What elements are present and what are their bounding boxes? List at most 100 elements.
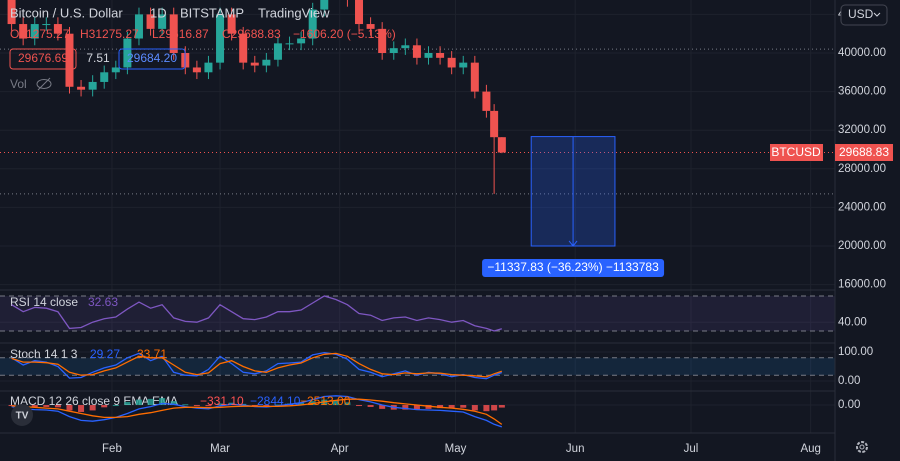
candle-body bbox=[227, 14, 236, 34]
x-tick-label: May bbox=[445, 443, 467, 455]
last-price: 29688.83 bbox=[839, 145, 889, 159]
candle-body bbox=[134, 14, 143, 39]
candle-body bbox=[482, 91, 491, 111]
currency[interactable]: USD bbox=[848, 7, 874, 21]
histogram-bar bbox=[471, 405, 478, 411]
ohlc-low: L29616.87 bbox=[152, 27, 209, 41]
svg-text:TV: TV bbox=[16, 411, 29, 422]
candle-body bbox=[459, 62, 468, 68]
buy-box[interactable] bbox=[118, 48, 186, 70]
candle-body bbox=[250, 62, 259, 66]
candle-body bbox=[355, 0, 364, 25]
candle-body bbox=[216, 14, 225, 63]
candle-body bbox=[447, 57, 456, 68]
dropdown-arrow bbox=[873, 12, 881, 17]
y-tick-label: 36000.00 bbox=[838, 86, 886, 98]
x-tick-label: Feb bbox=[102, 443, 122, 455]
legend-value: −2513.00 bbox=[300, 394, 351, 408]
candle-body bbox=[169, 14, 178, 53]
histogram-bar bbox=[159, 398, 166, 406]
ticker-tag bbox=[770, 144, 823, 161]
histogram-bar bbox=[193, 405, 200, 407]
histogram-bar bbox=[413, 405, 420, 410]
ohlc-close: C29688.83 bbox=[222, 27, 281, 41]
ohlc-high: H31275.27 bbox=[80, 27, 139, 41]
candle-body bbox=[19, 24, 28, 39]
histogram-bar bbox=[437, 405, 444, 409]
histogram-bar bbox=[170, 401, 177, 406]
candle-body bbox=[308, 9, 317, 39]
tv-logo[interactable]: TV bbox=[11, 404, 33, 426]
currency-dropdown[interactable] bbox=[840, 4, 888, 26]
panes: 44000.0040000.0036000.0032000.0028000.00… bbox=[0, 0, 886, 433]
hide-icon[interactable] bbox=[36, 77, 52, 91]
y-tick-label: 40000.00 bbox=[838, 47, 886, 59]
histogram-bar bbox=[101, 405, 108, 408]
measure-arrowhead bbox=[568, 240, 578, 247]
histogram-bar bbox=[402, 405, 409, 410]
band bbox=[0, 295, 835, 331]
histogram-bar bbox=[112, 405, 119, 407]
candle-body bbox=[192, 67, 201, 73]
histogram-bar bbox=[217, 403, 224, 406]
histogram-bar bbox=[448, 405, 455, 409]
candle-body bbox=[111, 67, 120, 73]
y-tick-label: 28000.00 bbox=[838, 163, 886, 175]
indicator-line bbox=[11, 295, 502, 332]
candle-body bbox=[146, 14, 155, 29]
candle-body bbox=[100, 72, 109, 82]
candle-body bbox=[378, 28, 387, 53]
histogram-bar bbox=[367, 405, 374, 407]
candle-body bbox=[297, 38, 306, 44]
measure-label-box bbox=[482, 258, 665, 277]
candle-body bbox=[204, 62, 213, 73]
source: TradingView bbox=[258, 5, 330, 20]
indicator-line bbox=[11, 352, 503, 378]
histogram-bar bbox=[147, 398, 154, 406]
histogram-bar bbox=[182, 404, 189, 406]
candle-body bbox=[262, 59, 271, 66]
legend-value: 32.63 bbox=[88, 295, 118, 309]
measure-label: −11337.83 (−36.23%) −1133783 bbox=[487, 260, 659, 274]
histogram-bar bbox=[205, 405, 212, 407]
histogram-bar bbox=[425, 405, 432, 409]
candle-body bbox=[7, 0, 16, 25]
exchange: BITSTAMP bbox=[180, 5, 244, 20]
ask[interactable]: 29684.20 bbox=[127, 51, 177, 65]
sell-box[interactable] bbox=[9, 48, 77, 70]
histogram-bar bbox=[135, 399, 142, 406]
histogram-bar bbox=[263, 405, 270, 407]
x-tick-label: Aug bbox=[800, 443, 820, 455]
candle-body bbox=[320, 0, 329, 10]
histogram-bar bbox=[124, 401, 131, 406]
y-tick-label: 0.00 bbox=[838, 375, 860, 387]
legend-value: 29.27 bbox=[90, 347, 120, 361]
interval: 1D bbox=[150, 5, 167, 20]
candle-body bbox=[389, 48, 398, 53]
indicator-line bbox=[11, 398, 503, 425]
candle-body bbox=[490, 110, 499, 138]
histogram-bar bbox=[483, 405, 490, 412]
candle-body bbox=[497, 137, 506, 153]
ticker: BTCUSD bbox=[771, 145, 821, 159]
candle-body bbox=[285, 43, 294, 45]
band bbox=[0, 357, 835, 376]
histogram-bar bbox=[78, 405, 85, 412]
indicator-title: RSI 14 close bbox=[10, 295, 78, 309]
histogram-bar bbox=[460, 405, 467, 408]
y-tick-label: 100.00 bbox=[838, 346, 873, 358]
x-tick-label: Jul bbox=[684, 443, 699, 455]
legend-value: −331.10 bbox=[200, 394, 244, 408]
x-tick-label: Mar bbox=[210, 443, 230, 455]
histogram-bar bbox=[356, 405, 363, 407]
y-tick-label: 16000.00 bbox=[838, 279, 886, 291]
histogram-bar bbox=[298, 402, 305, 406]
candle-body bbox=[88, 81, 97, 90]
bid[interactable]: 29676.69 bbox=[18, 51, 68, 65]
histogram-bar bbox=[54, 405, 61, 408]
candle-body bbox=[401, 45, 410, 49]
settings-icon[interactable] bbox=[856, 441, 868, 453]
